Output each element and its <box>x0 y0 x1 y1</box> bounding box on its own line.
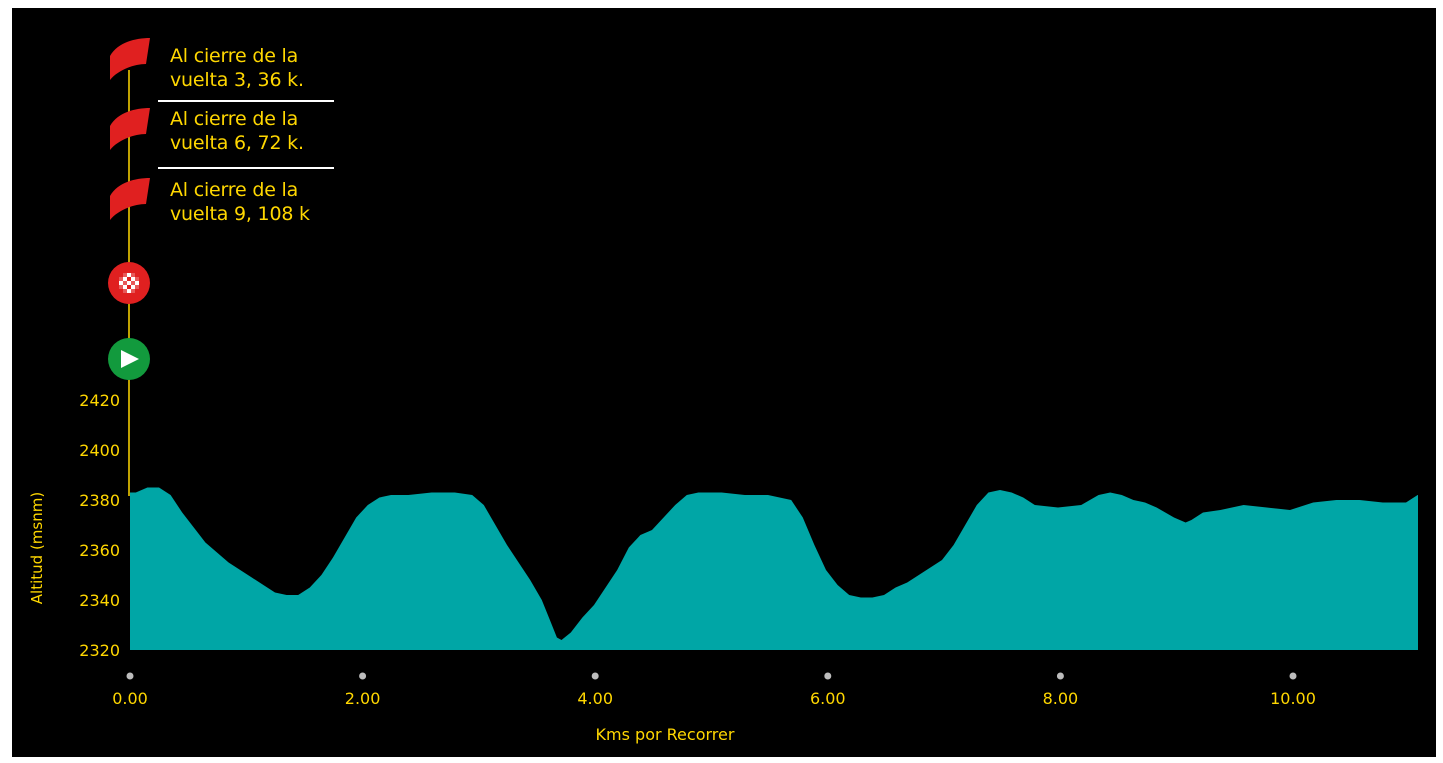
y-axis-label: Altitud (msnm) <box>28 492 46 604</box>
y-tick-label: 2400 <box>79 441 120 460</box>
waypoint-label-2: Al cierre de la vuelta 6, 72 k. <box>170 107 304 155</box>
waypoint-label-1-line2: vuelta 3, 36 k. <box>170 69 304 91</box>
y-tick-label: 2420 <box>79 391 120 410</box>
x-tick-label: 10.00 <box>1270 689 1316 708</box>
x-tick-label: 8.00 <box>1043 689 1079 708</box>
waypoint-separator-2 <box>158 167 334 169</box>
red-flag-icon <box>110 178 150 220</box>
elevation-area <box>130 487 1418 650</box>
waypoint-label-1: Al cierre de la vuelta 3, 36 k. <box>170 44 304 92</box>
x-tick-label: 4.00 <box>577 689 613 708</box>
checkered-finish-icon <box>108 262 150 304</box>
y-tick-label: 2380 <box>79 491 120 510</box>
x-tick-label: 6.00 <box>810 689 846 708</box>
y-tick-label: 2340 <box>79 591 120 610</box>
x-tick-dot <box>591 672 599 680</box>
waypoint-label-2-line2: vuelta 6, 72 k. <box>170 132 304 154</box>
red-flag-icon <box>110 38 150 80</box>
x-tick-label: 0.00 <box>112 689 148 708</box>
red-flag-icon <box>110 108 150 150</box>
waypoint-label-3-line2: vuelta 9, 108 k <box>170 203 310 225</box>
x-tick-dot <box>359 672 367 680</box>
y-tick-label: 2360 <box>79 541 120 560</box>
x-tick-dot <box>1056 672 1064 680</box>
x-tick-dot <box>126 672 134 680</box>
waypoint-label-1-line1: Al cierre de la <box>170 45 299 67</box>
waypoint-label-3-line1: Al cierre de la <box>170 179 299 201</box>
y-tick-label: 2320 <box>79 641 120 660</box>
waypoint-label-2-line1: Al cierre de la <box>170 108 299 130</box>
x-axis-label: Kms por Recorrer <box>596 725 735 744</box>
x-tick-dot <box>824 672 832 680</box>
waypoint-label-3: Al cierre de la vuelta 9, 108 k <box>170 178 310 226</box>
x-tick-label: 2.00 <box>345 689 381 708</box>
waypoint-separator-1 <box>158 100 334 102</box>
x-tick-dot <box>1289 672 1297 680</box>
green-start-play-icon <box>108 338 150 380</box>
